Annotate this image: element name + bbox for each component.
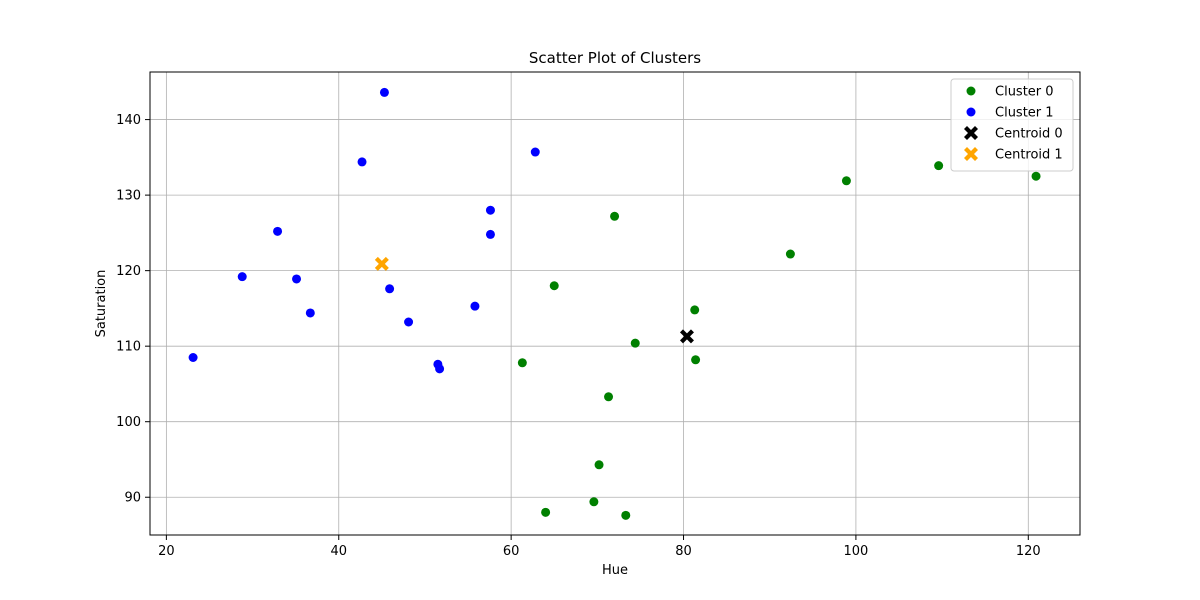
data-point: [292, 274, 302, 284]
x-tick-label: 20: [158, 544, 175, 559]
data-point: [305, 308, 315, 318]
data-point: [188, 353, 198, 363]
data-point: [237, 272, 247, 282]
data-point: [621, 510, 631, 520]
data-point: [530, 147, 540, 157]
legend-marker: [964, 147, 978, 161]
x-tick-label: 40: [330, 544, 347, 559]
x-tick-label: 60: [503, 544, 520, 559]
data-point: [589, 497, 599, 507]
grid: [150, 72, 1080, 535]
legend-box: [950, 78, 1074, 172]
legend-label: Cluster 0: [995, 85, 1054, 100]
data-point: [404, 317, 414, 327]
y-tick-label: 140: [116, 113, 141, 128]
data-point: [691, 355, 701, 365]
plot-frame: [149, 71, 1081, 536]
centroid-marker: [374, 256, 389, 271]
x-tick-label: 120: [1016, 544, 1041, 559]
legend: Cluster 0 Cluster 1 Centroid 0 Centroid 1: [950, 78, 1074, 172]
data-point: [379, 87, 389, 97]
data-point: [549, 281, 559, 291]
data-point: [385, 284, 395, 294]
data-point: [435, 364, 445, 374]
data-point: [690, 305, 700, 315]
y-tick-label: 120: [116, 264, 141, 279]
data-points: [188, 87, 1041, 520]
data-point: [630, 338, 640, 348]
legend-marker: [966, 86, 976, 96]
y-tick-label: 100: [116, 415, 141, 430]
y-tick-label: 90: [124, 491, 141, 506]
data-point: [785, 249, 795, 259]
data-point: [517, 358, 527, 368]
x-axis-label: Hue: [602, 563, 628, 578]
x-tick-label: 100: [843, 544, 868, 559]
data-point: [470, 301, 480, 311]
data-point: [485, 229, 495, 239]
centroid-marker: [679, 329, 694, 344]
data-point: [604, 392, 614, 402]
data-point: [1031, 171, 1041, 181]
data-point: [485, 205, 495, 215]
data-point: [841, 176, 851, 186]
legend-marker: [964, 126, 978, 140]
data-point: [273, 226, 283, 236]
legend-label: Centroid 0: [995, 127, 1063, 142]
legend-label: Cluster 1: [995, 106, 1054, 121]
y-axis-label: Saturation: [94, 270, 109, 338]
y-tick-label: 130: [116, 189, 141, 204]
legend-marker: [966, 107, 976, 117]
x-tick-label: 80: [675, 544, 692, 559]
y-tick-label: 110: [116, 340, 141, 355]
data-point: [541, 507, 551, 517]
chart-title: Scatter Plot of Clusters: [529, 49, 701, 67]
data-point: [610, 211, 620, 221]
data-point: [357, 157, 367, 167]
axis-ticks: 20 40 60 80 100 120 90 100 110 120 130 140: [116, 113, 1041, 559]
data-point: [594, 460, 604, 470]
legend-label: Centroid 1: [995, 148, 1063, 163]
data-point: [934, 161, 944, 171]
